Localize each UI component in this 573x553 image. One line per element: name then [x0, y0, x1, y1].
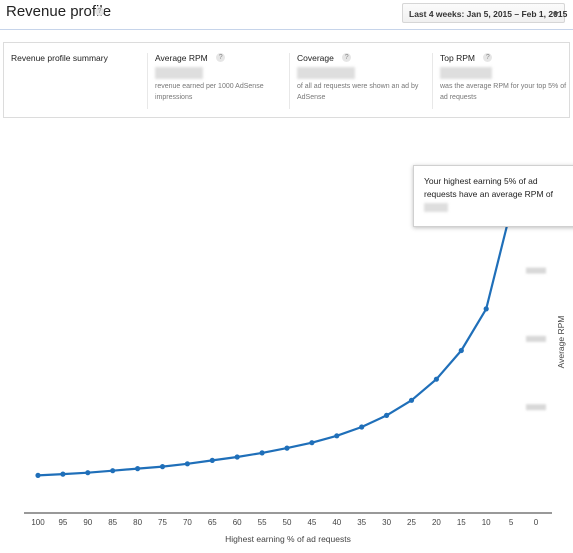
- x-tick-label: 40: [332, 518, 341, 527]
- data-point-65[interactable]: [209, 457, 215, 463]
- x-tick-label: 0: [534, 518, 539, 527]
- revenue-profile-chart: 100 95 90 85 80 75 70 65 60 55 50 45 40 35 30 25 20 15 10 5…: [0, 118, 573, 553]
- chevron-down-icon: [553, 12, 559, 16]
- title-help-icon[interactable]: ?: [95, 7, 104, 16]
- x-tick-label: 60: [233, 518, 242, 527]
- data-point-85[interactable]: [110, 468, 116, 474]
- data-point-30[interactable]: [384, 412, 390, 418]
- data-point-100[interactable]: [35, 472, 41, 478]
- data-point-50[interactable]: [284, 445, 290, 451]
- x-tick-label: 95: [58, 518, 67, 527]
- x-tick-label: 75: [158, 518, 167, 527]
- x-tick-label: 15: [457, 518, 466, 527]
- y-axis-label: Average RPM: [556, 316, 566, 369]
- page-header: Revenue profile ? Last 4 weeks: Jan 5, 2…: [0, 0, 573, 30]
- top-rpm-heading: Top RPM ?: [440, 53, 569, 63]
- average-rpm-heading: Average RPM ?: [155, 53, 289, 63]
- data-point-15[interactable]: [458, 347, 464, 354]
- x-tick-label: 30: [382, 518, 391, 527]
- data-point-55[interactable]: [259, 450, 265, 456]
- series-line-average-rpm: [37, 208, 513, 477]
- average-rpm-title: Average RPM: [155, 53, 208, 63]
- average-rpm-description: revenue earned per 1000 AdSense impressi…: [155, 83, 264, 102]
- data-point-90[interactable]: [85, 470, 91, 476]
- y-tick-label-redacted: [526, 404, 546, 411]
- x-tick-label: 10: [482, 518, 491, 527]
- y-tick-label-redacted: [526, 335, 546, 342]
- data-point-45[interactable]: [309, 440, 315, 446]
- page-title: Revenue profile: [6, 3, 112, 20]
- summary-label: Revenue profile summary: [11, 53, 108, 63]
- average-rpm-value-redacted: [155, 67, 203, 80]
- x-tick-label: 5: [509, 518, 514, 527]
- data-point-40[interactable]: [334, 433, 340, 439]
- x-tick-label: 45: [307, 518, 316, 527]
- x-tick-label: 35: [357, 518, 366, 527]
- average-rpm-help-icon[interactable]: ?: [216, 53, 226, 63]
- data-point-60[interactable]: [234, 454, 240, 460]
- x-tick-label: 80: [133, 518, 142, 527]
- x-tick-label: 85: [108, 518, 117, 527]
- top-rpm-title: Top RPM: [440, 53, 475, 63]
- data-point-10[interactable]: [483, 306, 489, 312]
- x-tick-label: 50: [283, 518, 292, 527]
- coverage-title: Coverage: [297, 53, 334, 63]
- coverage-help-icon[interactable]: ?: [342, 53, 352, 63]
- data-point-95[interactable]: [60, 471, 66, 477]
- revenue-profile-chart-svg: 100 95 90 85 80 75 70 65 60 55 50 45 40 35 30 25 20 15 10 5…: [24, 206, 566, 544]
- x-tick-label: 90: [83, 518, 92, 527]
- top-rpm-description: was the average RPM for your top 5% of a…: [440, 83, 567, 102]
- date-range-dropdown[interactable]: Last 4 weeks: Jan 5, 2015 – Feb 1, 2015: [402, 3, 568, 23]
- x-tick-label: 100: [31, 518, 45, 527]
- data-point-25[interactable]: [408, 397, 415, 403]
- coverage-value-redacted: [297, 67, 355, 80]
- top-rpm-value-redacted: [440, 67, 492, 80]
- data-point-35[interactable]: [359, 424, 365, 430]
- x-tick-label: 25: [407, 518, 416, 527]
- chart-tooltip: Your highest earning 5% of ad requests h…: [413, 165, 573, 227]
- x-tick-label: 55: [258, 518, 267, 527]
- summary-coverage: Coverage ? of all ad requests were shown…: [289, 53, 432, 109]
- y-tick-label-redacted: [526, 267, 546, 274]
- coverage-heading: Coverage ?: [297, 53, 432, 63]
- coverage-description: of all ad requests were shown an ad by A…: [297, 83, 419, 102]
- x-axis-label: Highest earning % of ad requests: [225, 534, 351, 544]
- tooltip-text: Your highest earning 5% of ad requests h…: [424, 176, 553, 199]
- top-rpm-help-icon[interactable]: ?: [483, 53, 493, 63]
- summary-top-rpm: Top RPM ? was the average RPM for your t…: [432, 53, 569, 109]
- x-tick-label: 70: [183, 518, 192, 527]
- data-point-70[interactable]: [184, 461, 190, 467]
- summary-average-rpm: Average RPM ? revenue earned per 1000 Ad…: [147, 53, 289, 109]
- data-point-75[interactable]: [159, 464, 166, 470]
- data-point-20[interactable]: [433, 376, 439, 382]
- data-point-80[interactable]: [135, 466, 141, 472]
- date-range-label: Last 4 weeks: Jan 5, 2015 – Feb 1, 2015: [409, 9, 568, 19]
- x-tick-label: 20: [432, 518, 441, 527]
- tooltip-value-redacted: [424, 203, 448, 212]
- revenue-summary-panel: Revenue profile summary Average RPM ? re…: [3, 42, 570, 118]
- x-tick-label: 65: [208, 518, 217, 527]
